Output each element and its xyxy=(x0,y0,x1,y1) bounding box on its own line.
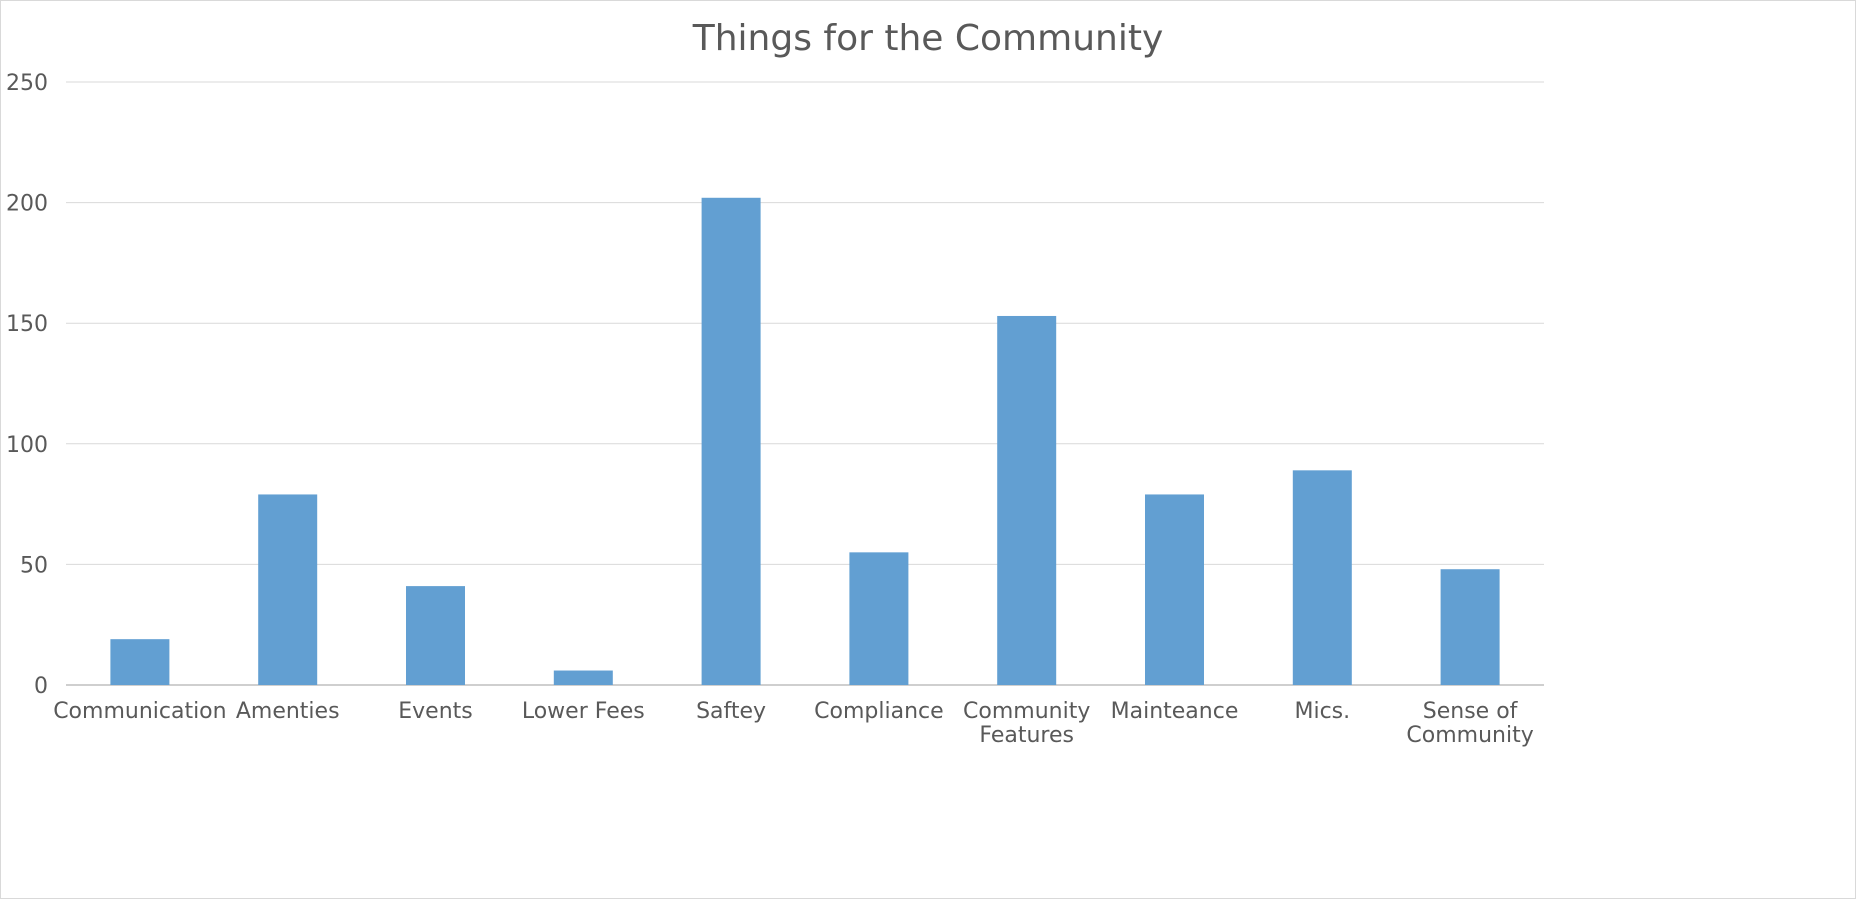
x-category-label: Communication xyxy=(53,699,226,724)
bars xyxy=(110,197,1500,685)
x-category-label: Mics. xyxy=(1294,699,1350,724)
bar xyxy=(849,552,909,685)
y-tick-label: 250 xyxy=(6,71,48,96)
chart-title: Things for the Community xyxy=(692,18,1164,59)
y-tick-label: 50 xyxy=(20,553,48,578)
y-tick-label: 200 xyxy=(6,192,48,217)
bar xyxy=(701,197,761,685)
bar xyxy=(406,586,465,685)
y-tick-label: 150 xyxy=(6,312,48,337)
x-category-label: Events xyxy=(398,699,473,724)
x-axis-category-labels: Communication Amenties Events Lower Fees Saf… xyxy=(53,699,1534,748)
x-category-label: Community xyxy=(963,699,1090,724)
x-category-label: Amenties xyxy=(236,699,340,724)
bar xyxy=(997,315,1057,685)
x-category-label: Mainteance xyxy=(1111,699,1239,724)
x-category-label: Compliance xyxy=(814,699,944,724)
y-tick-label: 0 xyxy=(34,674,48,699)
y-tick-label: 100 xyxy=(6,433,48,458)
bar xyxy=(258,494,318,685)
bar xyxy=(553,670,613,685)
x-category-label: Community xyxy=(1406,723,1533,748)
x-category-label: Lower Fees xyxy=(522,699,645,724)
bar xyxy=(110,639,170,685)
bar xyxy=(1292,470,1352,685)
y-axis-tick-labels: 0 50 100 150 200 250 xyxy=(6,71,48,699)
x-category-label: Features xyxy=(979,723,1074,748)
bar xyxy=(1440,569,1500,685)
x-category-label: Sense of xyxy=(1423,699,1519,724)
x-category-label: Saftey xyxy=(696,699,766,724)
bar xyxy=(1145,494,1204,685)
